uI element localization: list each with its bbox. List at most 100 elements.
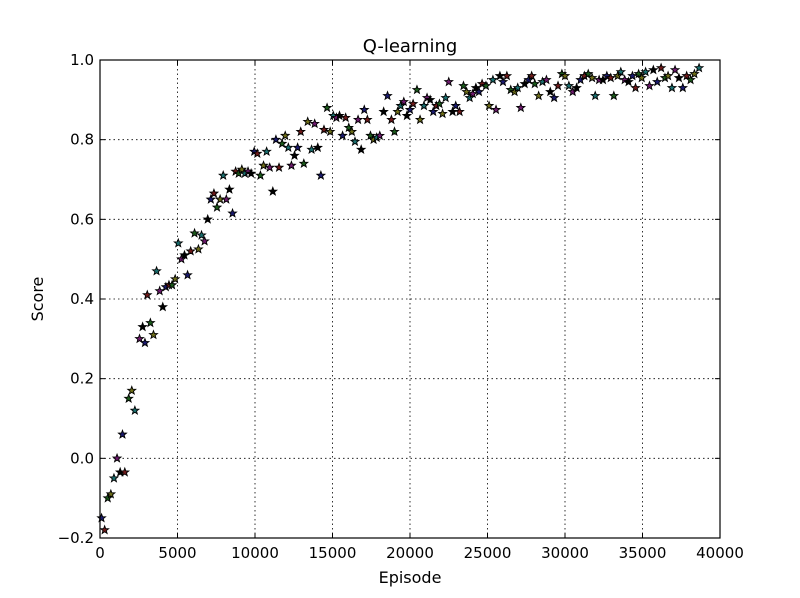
data-point xyxy=(473,86,485,97)
data-point xyxy=(173,237,184,248)
data-point xyxy=(261,146,272,157)
x-tick-label: 10000 xyxy=(231,544,279,562)
data-point xyxy=(470,82,482,93)
x-tick-label: 5000 xyxy=(158,544,196,562)
data-point xyxy=(306,144,317,155)
data-point xyxy=(169,273,181,284)
data-point xyxy=(681,70,692,81)
data-point xyxy=(96,512,107,523)
data-point xyxy=(218,170,229,180)
data-point xyxy=(501,70,513,81)
data-point xyxy=(105,488,117,499)
data-point xyxy=(623,76,634,87)
data-point xyxy=(334,110,345,121)
data-point xyxy=(362,114,373,125)
data-point xyxy=(563,80,575,91)
data-point xyxy=(605,72,616,83)
y-tick-label: 0.2 xyxy=(70,370,94,388)
data-point xyxy=(221,193,232,204)
data-point xyxy=(454,106,465,117)
data-point xyxy=(693,62,705,73)
data-point xyxy=(365,130,376,141)
data-point xyxy=(309,118,320,129)
data-point xyxy=(349,136,361,147)
data-point xyxy=(512,82,523,93)
data-point xyxy=(662,70,674,81)
data-point xyxy=(224,183,235,194)
data-point xyxy=(189,227,200,238)
data-point xyxy=(418,100,430,111)
data-point xyxy=(640,66,651,77)
data-point xyxy=(286,160,297,171)
data-point xyxy=(352,114,364,125)
data-point xyxy=(129,405,141,415)
data-point xyxy=(324,126,336,137)
data-point xyxy=(586,72,598,83)
data-point xyxy=(245,168,257,178)
data-point xyxy=(476,78,488,89)
data-point xyxy=(689,68,700,79)
data-point xyxy=(673,72,685,83)
y-tick-label: 1.0 xyxy=(70,51,94,69)
data-point xyxy=(615,66,627,77)
data-point xyxy=(497,76,509,87)
data-point xyxy=(685,74,696,85)
data-point xyxy=(401,110,413,121)
data-point xyxy=(458,80,469,91)
data-point xyxy=(382,90,393,101)
data-point xyxy=(515,102,527,113)
x-tick-label: 35000 xyxy=(619,544,667,562)
data-point xyxy=(258,160,269,171)
data-point xyxy=(677,82,689,93)
data-point xyxy=(193,243,204,254)
data-point xyxy=(590,90,601,101)
data-point xyxy=(545,86,556,97)
data-point xyxy=(583,68,594,79)
y-tick-label: 0.0 xyxy=(70,449,94,467)
data-point xyxy=(487,74,499,85)
data-point xyxy=(552,80,564,91)
x-tick-label: 40000 xyxy=(696,544,744,562)
data-point xyxy=(151,265,162,276)
data-point xyxy=(644,80,655,91)
data-point xyxy=(523,74,534,85)
y-tick-label: 0.8 xyxy=(70,131,94,149)
data-point xyxy=(541,74,552,85)
data-point xyxy=(236,164,248,174)
data-point xyxy=(166,279,178,290)
data-point xyxy=(386,114,397,125)
data-point xyxy=(450,100,461,111)
data-point xyxy=(655,62,667,73)
data-point xyxy=(529,78,540,89)
data-point xyxy=(139,337,151,348)
x-tick-label: 15000 xyxy=(309,544,357,562)
data-point xyxy=(227,207,238,218)
data-point xyxy=(666,82,678,93)
data-point xyxy=(108,472,120,483)
data-point xyxy=(630,82,641,93)
data-point xyxy=(321,102,333,113)
data-point xyxy=(548,92,560,103)
data-point xyxy=(395,100,406,111)
data-point xyxy=(208,187,220,198)
data-point xyxy=(111,452,123,463)
data-point xyxy=(443,76,454,87)
chart-title: Q-learning xyxy=(363,36,458,57)
data-point xyxy=(359,104,370,115)
data-point xyxy=(434,98,445,109)
data-point xyxy=(154,285,165,296)
data-point xyxy=(346,126,358,137)
data-point xyxy=(461,86,472,97)
data-point xyxy=(509,86,520,97)
data-point xyxy=(669,64,681,75)
data-point xyxy=(571,82,582,93)
data-points xyxy=(96,62,705,535)
data-point xyxy=(374,130,385,141)
data-point xyxy=(255,170,266,180)
data-point xyxy=(252,148,263,159)
data-point xyxy=(289,150,300,161)
data-point xyxy=(196,229,207,240)
data-point xyxy=(467,88,478,99)
data-point xyxy=(612,70,623,81)
